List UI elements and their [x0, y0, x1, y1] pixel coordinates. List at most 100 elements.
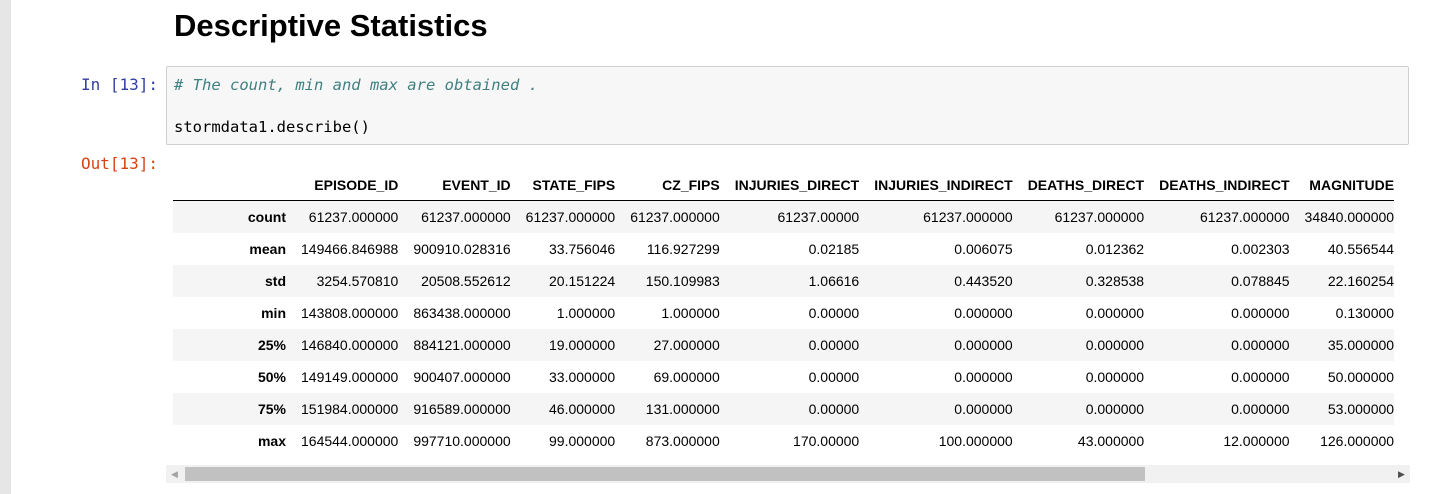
table-cell: 61237.000000 — [308, 209, 399, 225]
table-cell: 61237.000000 — [1054, 209, 1145, 225]
row-index-label: 25% — [257, 337, 286, 353]
table-cell: 0.078845 — [1231, 273, 1290, 289]
row-index-label: max — [257, 433, 286, 449]
table-cell: 61237.000000 — [421, 209, 511, 225]
table-cell: 99.000000 — [549, 433, 616, 449]
table-cell: 33.000000 — [549, 369, 616, 385]
row-index-label: std — [265, 273, 286, 289]
table-cell: 69.000000 — [653, 369, 720, 385]
table-row: 25% 146840.000000 884121.000000 19.000000 27… — [173, 329, 1395, 361]
scrollbar-thumb[interactable] — [185, 467, 1145, 481]
code-statement: stormdata1.describe() — [174, 118, 370, 136]
table-cell: 0.000000 — [1231, 401, 1290, 417]
input-prompt: In [13]: — [80, 75, 158, 94]
arrow-left-icon[interactable]: ◀ — [171, 469, 178, 479]
table-cell: 0.000000 — [1231, 369, 1290, 385]
table-header-row: EPISODE_ID EVENT_ID STATE_FIPS CZ_FIPS I… — [173, 170, 1395, 201]
table-cell: 0.00000 — [808, 369, 860, 385]
table-row: std 3254.570810 20508.552612 20.151224 150.1… — [173, 265, 1395, 297]
row-index-label: mean — [249, 241, 286, 257]
table-cell: 61237.000000 — [923, 209, 1013, 225]
table-cell: 0.000000 — [954, 369, 1013, 385]
table-cell: 0.443520 — [954, 273, 1013, 289]
table-cell: 0.000000 — [1085, 401, 1145, 417]
column-header: INJURIES_DIRECT — [719, 170, 860, 201]
row-index-label: count — [247, 209, 286, 225]
output-prompt: Out[13]: — [80, 154, 158, 173]
table-cell: 170.00000 — [793, 433, 860, 449]
table-cell: 143808.000000 — [301, 305, 399, 321]
table-cell: 0.002303 — [1231, 241, 1290, 257]
table-cell: 146840.000000 — [301, 337, 399, 353]
column-header: CZ_FIPS — [615, 170, 720, 201]
table-row: min 143808.000000 863438.000000 1.000000 1.0… — [173, 297, 1394, 329]
table-cell: 149466.846988 — [301, 241, 399, 257]
table-cell: 126.000000 — [1320, 433, 1395, 449]
table-cell: 151984.000000 — [301, 401, 399, 417]
table-cell: 50.000000 — [1327, 369, 1395, 385]
table-cell: 61237.000000 — [1199, 209, 1290, 225]
column-header: DEATHS_DIRECT — [1012, 170, 1145, 201]
table-cell: 0.012362 — [1085, 241, 1145, 257]
table-cell: 164544.000000 — [301, 433, 399, 449]
table-cell: 1.000000 — [556, 305, 616, 321]
table-row: max 164544.000000 997710.000000 99.000000 87… — [173, 425, 1394, 457]
table-cell: 12.000000 — [1223, 433, 1290, 449]
table-cell: 863438.000000 — [413, 305, 511, 321]
horizontal-scrollbar[interactable]: ◀ ▶ — [166, 465, 1410, 483]
table-cell: 0.000000 — [1085, 305, 1145, 321]
table-cell: 40.556544 — [1327, 241, 1395, 257]
column-header: MAGNITUDE — [1289, 170, 1395, 201]
table-cell: 33.756046 — [549, 241, 616, 257]
table-cell: 27.000000 — [653, 337, 720, 353]
index-header — [173, 170, 286, 201]
arrow-right-icon[interactable]: ▶ — [1398, 469, 1405, 479]
table-cell: 34840.000000 — [1304, 209, 1395, 225]
table-cell: 0.000000 — [1231, 305, 1290, 321]
code-cell-input[interactable]: # The count, min and max are obtained . … — [166, 66, 1409, 145]
table-cell: 0.02185 — [808, 241, 860, 257]
table-cell: 900407.000000 — [413, 369, 511, 385]
table-cell: 150.109983 — [645, 273, 720, 289]
notebook-left-margin — [0, 0, 11, 494]
column-header: EVENT_ID — [398, 170, 511, 201]
section-heading: Descriptive Statistics — [174, 8, 488, 43]
table-cell: 0.00000 — [808, 401, 860, 417]
table-row: 75% 151984.000000 916589.000000 46.000000 13… — [173, 393, 1395, 425]
table-cell: 997710.000000 — [413, 433, 511, 449]
table-cell: 0.006075 — [954, 241, 1013, 257]
table-row: 50% 149149.000000 900407.000000 33.000000 69… — [173, 361, 1394, 393]
table-row: count 61237.000000 61237.000000 61237.00000… — [173, 200, 1395, 233]
code-comment: # The count, min and max are obtained . — [174, 76, 538, 94]
column-header: STATE_FIPS — [510, 170, 616, 201]
table-cell: 0.000000 — [954, 337, 1013, 353]
row-index-label: min — [261, 305, 286, 321]
table-cell: 20.151224 — [549, 273, 616, 289]
table-cell: 0.00000 — [808, 305, 860, 321]
table-cell: 22.160254 — [1327, 273, 1395, 289]
output-area: EPISODE_ID EVENT_ID STATE_FIPS CZ_FIPS I… — [166, 160, 1410, 490]
table-cell: 43.000000 — [1077, 433, 1145, 449]
table-row: mean 149466.846988 900910.028316 33.756046 1… — [173, 233, 1394, 265]
table-cell: 0.000000 — [1085, 369, 1145, 385]
table-cell: 19.000000 — [549, 337, 616, 353]
table-cell: 149149.000000 — [301, 369, 399, 385]
table-cell: 35.000000 — [1327, 337, 1395, 353]
table-cell: 100.000000 — [938, 433, 1013, 449]
table-cell: 61237.00000 — [777, 209, 860, 225]
table-cell: 61237.000000 — [630, 209, 720, 225]
table-cell: 1.06616 — [808, 273, 860, 289]
table-cell: 0.000000 — [1085, 337, 1145, 353]
table-cell: 0.000000 — [954, 401, 1013, 417]
table-cell: 3254.570810 — [316, 273, 399, 289]
table-cell: 916589.000000 — [413, 401, 511, 417]
table-cell: 53.000000 — [1327, 401, 1395, 417]
table-cell: 0.000000 — [954, 305, 1013, 321]
table-cell: 1.000000 — [661, 305, 720, 321]
column-header: INJURIES_INDIRECT — [859, 170, 1013, 201]
column-header: DEATHS_INDIRECT — [1144, 170, 1290, 201]
table-cell: 0.000000 — [1231, 337, 1290, 353]
column-header: EPISODE_ID — [286, 170, 399, 201]
table-cell: 46.000000 — [549, 401, 616, 417]
table-cell: 884121.000000 — [413, 337, 511, 353]
